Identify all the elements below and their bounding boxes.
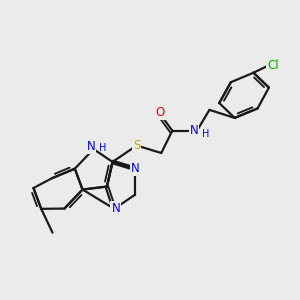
Text: Cl: Cl xyxy=(267,59,279,72)
Text: N: N xyxy=(190,124,198,136)
Text: N: N xyxy=(131,162,140,175)
Text: N: N xyxy=(87,140,95,153)
Text: S: S xyxy=(133,139,140,152)
Text: H: H xyxy=(99,143,106,153)
Text: N: N xyxy=(111,202,120,215)
Text: O: O xyxy=(156,106,165,119)
Text: H: H xyxy=(202,129,209,139)
